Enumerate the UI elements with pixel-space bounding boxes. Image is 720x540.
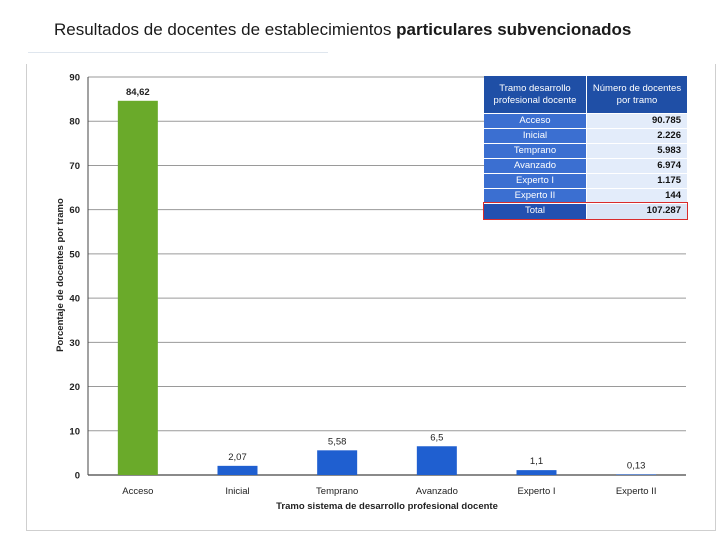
value-label: 5,58 <box>328 436 347 447</box>
table-row: Experto II 144 <box>484 188 687 203</box>
table-row: Avanzado 6.974 <box>484 158 687 173</box>
value-labels: 84,62 2,07 5,58 6,5 1,1 0,13 <box>126 87 645 472</box>
x-tick-label: Temprano <box>316 486 358 497</box>
y-tick-label: 50 <box>69 249 80 260</box>
bar-experto-i <box>516 470 557 475</box>
y-tick-label: 90 <box>69 73 80 84</box>
table-row: Inicial 2.226 <box>484 128 687 143</box>
table-cell-tramo: Inicial <box>484 129 587 143</box>
bars <box>117 100 657 475</box>
y-tick-label: 40 <box>69 294 80 305</box>
y-tick-label: 80 <box>69 117 80 128</box>
table-total-label: Total <box>484 204 587 219</box>
bar-temprano <box>317 450 358 475</box>
bar-inicial <box>217 465 258 475</box>
table-total-value: 107.287 <box>587 204 687 219</box>
table-cell-docentes: 144 <box>587 189 687 203</box>
y-tick-label: 0 <box>75 471 80 482</box>
table-header: Tramo desarrollo profesional docente Núm… <box>484 76 687 113</box>
table-cell-docentes: 6.974 <box>587 159 687 173</box>
x-tick-label: Experto I <box>517 486 555 497</box>
value-label: 84,62 <box>126 87 150 98</box>
y-tick-label: 70 <box>69 161 80 172</box>
table-header-tramo: Tramo desarrollo profesional docente <box>484 76 587 113</box>
table-cell-tramo: Avanzado <box>484 159 587 173</box>
y-tick-label: 20 <box>69 382 80 393</box>
value-label: 0,13 <box>627 460 646 471</box>
table-row: Experto I 1.175 <box>484 173 687 188</box>
value-label: 1,1 <box>530 456 543 467</box>
y-tick-label: 60 <box>69 205 80 216</box>
chart-title-bold: particulares subvencionados <box>396 20 632 39</box>
table-cell-docentes: 1.175 <box>587 174 687 188</box>
x-tick-label: Avanzado <box>416 486 458 497</box>
x-tick-label: Inicial <box>225 486 249 497</box>
x-axis-label: Tramo sistema de desarrollo profesional … <box>276 501 498 512</box>
value-label: 2,07 <box>228 452 247 463</box>
docentes-table: Tramo desarrollo profesional docente Núm… <box>483 76 688 220</box>
table-cell-docentes: 90.785 <box>587 114 687 128</box>
table-cell-tramo: Experto I <box>484 174 587 188</box>
y-tick-label: 30 <box>69 338 80 349</box>
bar-experto-ii <box>616 474 657 475</box>
y-axis-label: Porcentaje de docentes por tramo <box>55 198 66 352</box>
x-tick-labels: Acceso Inicial Temprano Avanzado Experto I Ex… <box>122 486 656 497</box>
table-row: Acceso 90.785 <box>484 113 687 128</box>
table-cell-docentes: 5.983 <box>587 144 687 158</box>
bar-acceso <box>117 100 158 475</box>
table-cell-tramo: Acceso <box>484 114 587 128</box>
chart-frame <box>26 64 716 531</box>
x-tick-label: Experto II <box>616 486 657 497</box>
bar-avanzado <box>416 446 457 475</box>
x-tick-label: Acceso <box>122 486 153 497</box>
y-tick-label: 10 <box>69 426 80 437</box>
table-header-docentes: Número de docentes por tramo <box>592 82 682 106</box>
y-tick-labels: 0 10 20 30 40 50 60 70 80 90 <box>69 73 80 482</box>
table-row: Temprano 5.983 <box>484 143 687 158</box>
table-total-row: Total 107.287 <box>483 202 688 220</box>
value-label: 6,5 <box>430 432 443 443</box>
table-cell-docentes: 2.226 <box>587 129 687 143</box>
table-cell-tramo: Experto II <box>484 189 587 203</box>
chart-title: Resultados de docentes de establecimient… <box>54 20 631 40</box>
title-divider <box>28 52 328 53</box>
table-cell-tramo: Temprano <box>484 144 587 158</box>
chart-title-plain: Resultados de docentes de establecimient… <box>54 20 397 39</box>
